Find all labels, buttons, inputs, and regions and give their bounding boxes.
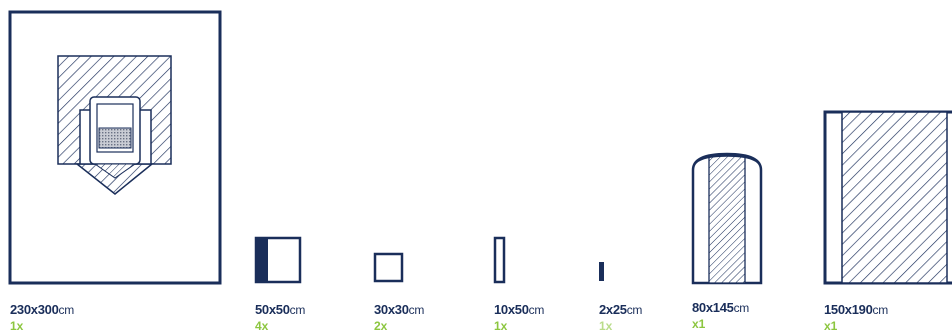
- tape-2x25-shape: [599, 262, 604, 281]
- item-50x50: 50x50cm 4x: [255, 303, 305, 332]
- size-label: 30x30cm: [374, 302, 425, 317]
- drape-50x50-shape: [254, 236, 302, 284]
- item-30x30: 30x30cm 2x: [374, 303, 424, 332]
- drape-230x300-shape: [8, 10, 222, 285]
- item-10x50: 10x50cm 1x: [494, 303, 544, 332]
- size-label: 80x145cm: [692, 300, 749, 315]
- drape-30x30-shape: [373, 252, 404, 283]
- quantity-label: 1x: [10, 319, 24, 333]
- drape-150x190-shape: [823, 110, 952, 285]
- item-2x25: 2x25cm 1x: [599, 303, 642, 332]
- item-150x190: 150x190cm x1: [824, 303, 888, 332]
- item-230x300: 230x300cm 1x: [10, 303, 74, 332]
- quantity-label: x1: [692, 317, 706, 331]
- quantity-label: 2x: [374, 319, 388, 333]
- size-label: 50x50cm: [255, 302, 306, 317]
- size-label: 2x25cm: [599, 302, 643, 317]
- size-label: 150x190cm: [824, 302, 888, 317]
- quantity-label: 1x: [599, 319, 613, 333]
- tape-10x50-shape: [493, 236, 506, 284]
- quantity-label: 1x: [494, 319, 508, 333]
- item-80x145: 80x145cm x1: [692, 301, 749, 330]
- size-label: 230x300cm: [10, 302, 74, 317]
- size-label: 10x50cm: [494, 302, 545, 317]
- quantity-label: 4x: [255, 319, 269, 333]
- quantity-label: x1: [824, 319, 838, 333]
- cover-80x145-shape: [691, 152, 763, 285]
